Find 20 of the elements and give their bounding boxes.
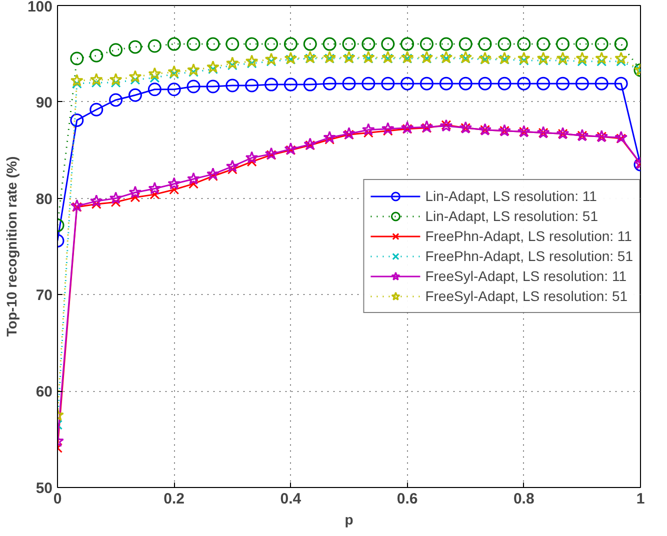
x-tick-label: 0.8 (513, 490, 534, 508)
x-tick-label: 0.2 (164, 490, 185, 508)
x-tick-label: 0.6 (396, 490, 418, 508)
x-tick-label: 0.4 (280, 490, 302, 508)
legend-label: FreePhn-Adapt, LS resolution: 51 (425, 248, 633, 264)
y-tick-label: 90 (36, 94, 53, 112)
x-axis-title: p (344, 512, 354, 528)
legend-label: Lin-Adapt, LS resolution: 51 (425, 208, 598, 224)
y-tick-label: 80 (36, 190, 53, 208)
legend-label: FreePhn-Adapt, LS resolution: 11 (425, 228, 632, 244)
y-tick-label: 60 (36, 384, 53, 401)
x-tick-label: 0 (53, 490, 62, 508)
y-tick-label: 70 (36, 287, 53, 304)
legend-label: FreeSyl-Adapt, LS resolution: 11 (425, 268, 626, 284)
y-tick-label: 50 (36, 480, 53, 497)
legend-label: FreeSyl-Adapt, LS resolution: 51 (425, 288, 628, 304)
legend-label: Lin-Adapt, LS resolution: 11 (425, 188, 597, 204)
y-axis-title: Top-10 recognition rate (%) (3, 156, 20, 337)
x-tick-label: 1 (636, 490, 645, 508)
y-tick-label: 100 (27, 0, 53, 16)
